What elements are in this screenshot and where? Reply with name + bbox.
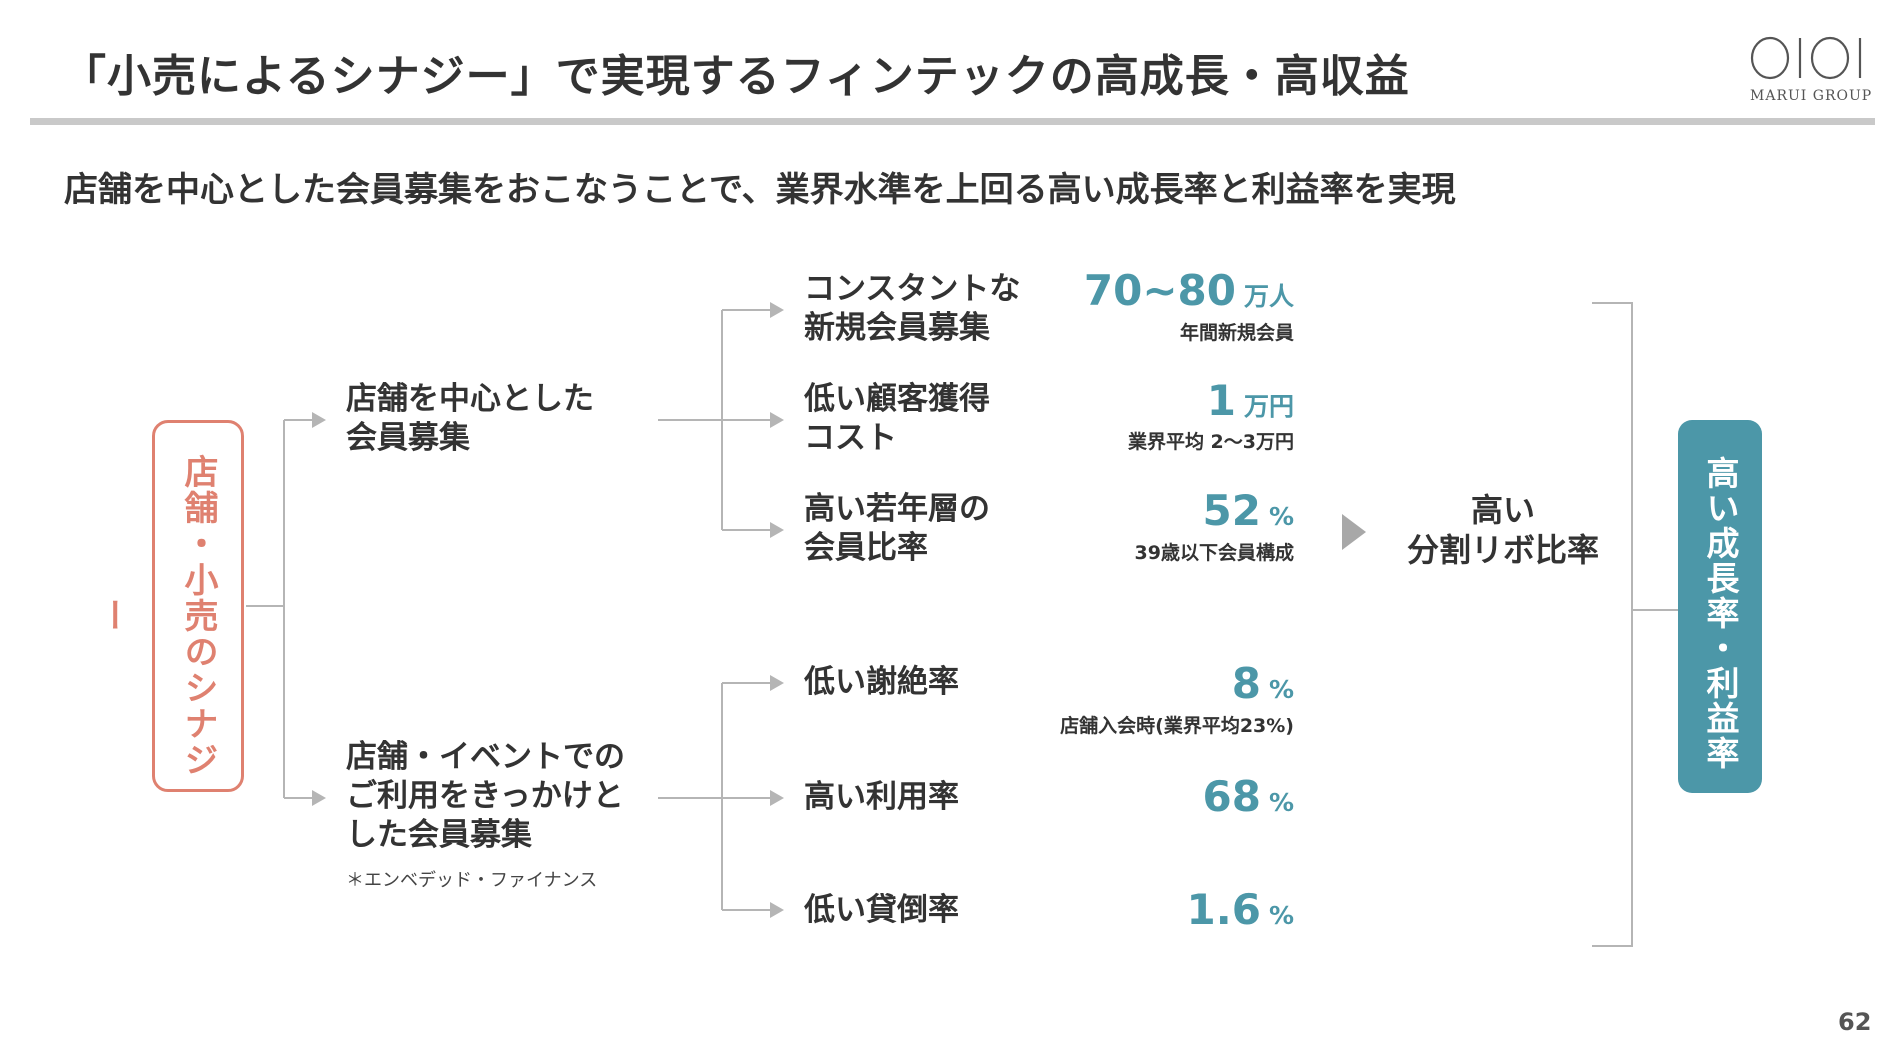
metric-label-line1: 高い若年層の	[804, 491, 990, 527]
metric-note-new-members: 年間新規会員	[1179, 322, 1294, 344]
metric-value-acquisition-cost: 1 万円	[1207, 380, 1294, 422]
metric-label-new-members: コンスタントな 新規会員募集	[804, 270, 1020, 348]
metric-label-line1: 高い利用率	[804, 779, 959, 815]
metric-label-acquisition-cost: 低い顧客獲得 コスト	[804, 380, 990, 458]
metric-unit: %	[1268, 788, 1294, 817]
arrowhead-metric-5	[770, 790, 784, 806]
revolving-arrow-icon	[1342, 514, 1366, 550]
event-recruitment-line3: した会員募集	[346, 817, 532, 853]
event-recruitment-label: 店舗・イベントでの ご利用をきっかけと した会員募集	[346, 738, 625, 855]
slide-title: 「小売によるシナジー」で実現するフィンテックの高成長・高収益	[62, 51, 1410, 102]
event-recruitment-line2: ご利用をきっかけと	[346, 778, 624, 814]
metric-value-default-rate: 1.6%	[1187, 889, 1294, 931]
high-revolving-ratio-label: 高い 分割リボ比率	[1392, 490, 1614, 570]
metric-note-acquisition-cost: 業界平均 2～3万円	[1127, 431, 1294, 453]
metric-number: 70~80	[1083, 266, 1236, 315]
metric-label-rejection-rate: 低い謝絶率	[804, 663, 959, 702]
slide-subtitle: 店舗を中心とした会員募集をおこなうことで、業界水準を上回る高い成長率と利益率を実…	[64, 170, 1456, 210]
event-recruitment-line1: 店舗・イベントでの	[346, 739, 625, 775]
arrowhead-event	[312, 790, 326, 806]
arrowhead-store	[312, 412, 326, 428]
arrowhead-metric-6	[770, 902, 784, 918]
revolving-line2: 分割リボ比率	[1406, 531, 1599, 569]
store-retail-synergy-label: 店舗・小売のシナジー	[92, 454, 218, 778]
metric-value-young-ratio: 52%	[1202, 490, 1294, 532]
metric-label-young-ratio: 高い若年層の 会員比率	[804, 490, 990, 568]
metric-number: 8	[1231, 659, 1261, 708]
arrowhead-metric-3	[770, 522, 784, 538]
metric-label-line2: 会員比率	[804, 530, 928, 566]
metric-label-line1: 低い顧客獲得	[804, 381, 990, 417]
metric-unit: %	[1268, 502, 1294, 531]
metric-value-rejection-rate: 8%	[1232, 663, 1294, 705]
metric-number: 1.6	[1186, 885, 1261, 934]
title-divider	[30, 118, 1875, 125]
embedded-finance-note: ＊エンベデッド・ファイナンス	[346, 870, 598, 891]
metric-label-usage-rate: 高い利用率	[804, 778, 959, 817]
metric-number: 1	[1206, 376, 1236, 425]
metric-unit: %	[1268, 675, 1294, 704]
logo-text: MARUI GROUP	[1750, 88, 1873, 104]
arrowhead-metric-1	[770, 302, 784, 318]
store-recruitment-line1: 店舗を中心とした	[346, 381, 594, 417]
high-growth-profit-label: 高い成長率・利益率	[1701, 456, 1740, 771]
metric-label-line1: コンスタントな	[804, 271, 1021, 307]
metric-unit: 万人	[1243, 282, 1294, 311]
metric-number: 68	[1202, 772, 1261, 821]
metric-note-young-ratio: 39歳以下会員構成	[1134, 542, 1294, 564]
metric-label-line2: コスト	[804, 420, 897, 456]
revolving-line1: 高い	[1470, 491, 1535, 529]
high-growth-profit-box: 高い成長率・利益率	[1678, 420, 1762, 793]
store-retail-synergy-box: 店舗・小売のシナジー	[92, 420, 244, 792]
store-recruitment-line2: 会員募集	[346, 420, 470, 456]
metric-note-rejection-rate: 店舗入会時(業界平均23%)	[1060, 715, 1294, 737]
page-number: 62	[1838, 1008, 1872, 1036]
metric-unit: 万円	[1243, 392, 1294, 421]
store-recruitment-label: 店舗を中心とした 会員募集	[346, 380, 594, 458]
arrowhead-metric-2	[770, 412, 784, 428]
arrowhead-metric-4	[770, 675, 784, 691]
metric-value-usage-rate: 68%	[1202, 776, 1294, 818]
marui-group-logo: MARUI GROUP	[1748, 34, 1880, 108]
metric-label-line1: 低い貸倒率	[804, 892, 959, 928]
metric-unit: %	[1268, 901, 1294, 930]
metric-value-new-members: 70~80 万人	[1084, 270, 1294, 312]
metric-label-default-rate: 低い貸倒率	[804, 891, 959, 930]
oioi-logo-icon	[1750, 36, 1862, 80]
metric-number: 52	[1202, 486, 1261, 535]
right-bracket	[1592, 302, 1633, 947]
metric-label-line2: 新規会員募集	[804, 310, 990, 346]
metric-label-line1: 低い謝絶率	[804, 664, 959, 700]
